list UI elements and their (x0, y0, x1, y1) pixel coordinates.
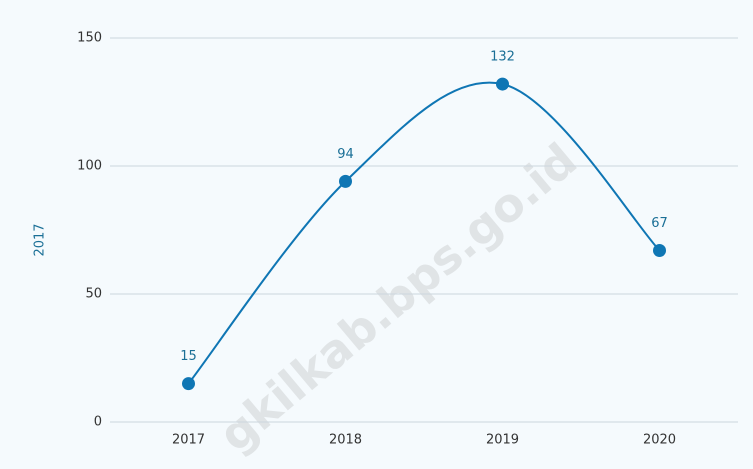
point (339, 174, 352, 188)
point (182, 377, 195, 391)
y-tick-label: 0 (94, 415, 102, 430)
y-axis-title: 2017 (33, 223, 48, 256)
data-label: 94 (337, 147, 354, 162)
x-tick-label: 2020 (643, 433, 676, 448)
line (187, 81, 661, 385)
data-label: 67 (651, 216, 668, 231)
y-tick-label: 100 (77, 159, 102, 174)
y-tick-label: 50 (85, 287, 102, 302)
x-tick-label: 2017 (172, 433, 205, 448)
point (653, 243, 666, 257)
x-tick-label: 2019 (486, 433, 519, 448)
data-label: 15 (180, 349, 197, 364)
data-label: 132 (490, 50, 515, 65)
x-tick-label: 2018 (329, 433, 362, 448)
point (496, 77, 509, 91)
y-tick-label: 150 (77, 31, 102, 46)
